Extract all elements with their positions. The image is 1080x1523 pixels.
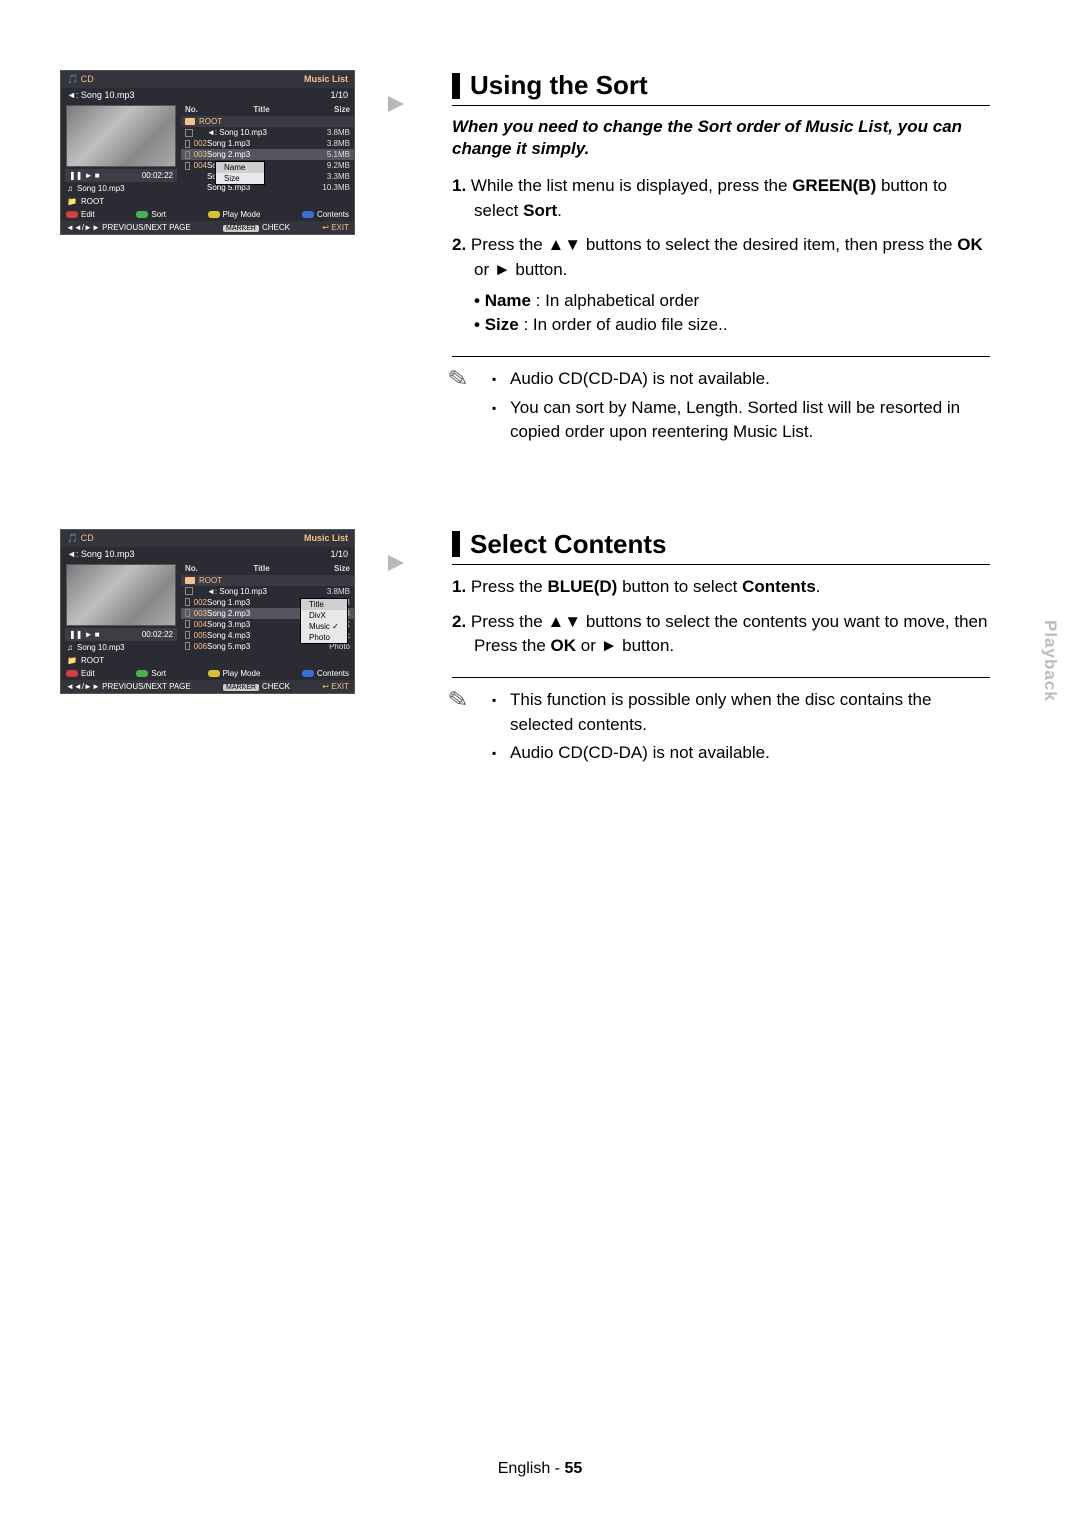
footer-buttons: Edit Sort Play Mode Contents (61, 667, 354, 680)
side-tab-playback: Playback (1040, 620, 1060, 702)
music-list-label: Music List (304, 74, 348, 85)
contents-popup: TitleDivXMusic ✓Photo (300, 598, 348, 644)
root-row: ROOT (181, 116, 354, 127)
track-counter: 1/10 (330, 549, 348, 559)
now-playing: ◄: Song 10.mp3 (67, 549, 134, 559)
footer-nav: ◄◄/►► PREVIOUS/NEXT PAGE MARKERCHECK ↩ E… (61, 221, 354, 234)
sort-popup-name: Name (216, 162, 264, 173)
sort-bullet-size: Size : In order of audio file size.. (496, 313, 990, 338)
contents-popup-item: Title (301, 599, 347, 610)
play-controls: ❚❚ ► ■00:02:22 (65, 628, 177, 641)
sort-note-1: Audio CD(CD-DA) is not available. (492, 367, 990, 392)
list-row: 004Song 3.mp39.2MB (181, 160, 354, 171)
page-footer: English - 55 (0, 1460, 1080, 1478)
contents-screenshot: 🎵 CD Music List ◄: Song 10.mp3 1/10 ❚❚ ►… (60, 529, 355, 694)
contents-popup-item: Music ✓ (301, 621, 347, 632)
section-title-sort: Using the Sort (452, 70, 990, 106)
contents-popup-item: DivX (301, 610, 347, 621)
contents-note-2: Audio CD(CD-DA) is not available. (492, 741, 990, 766)
list-row: 003Song 2.mp35.1MB (181, 149, 354, 160)
pointer-arrow (388, 92, 412, 116)
track-counter: 1/10 (330, 90, 348, 100)
list-header: No. Title Size (181, 562, 354, 575)
section-title-contents: Select Contents (452, 529, 990, 565)
list-row: ◄: Song 10.mp33.8MB (181, 586, 354, 597)
list-row: Song 4.mp33.3MB (181, 171, 354, 182)
left-row-song: ♫Song 10.mp3 (61, 182, 181, 195)
contents-note-1: This function is possible only when the … (492, 688, 990, 737)
album-thumb (66, 105, 176, 167)
disc-label: 🎵 CD (67, 74, 94, 85)
left-row-root: 📁ROOT (61, 654, 181, 667)
list-row: ◄: Song 10.mp33.8MB (181, 127, 354, 138)
contents-popup-item: Photo (301, 632, 347, 643)
footer-nav: ◄◄/►► PREVIOUS/NEXT PAGE MARKERCHECK ↩ E… (61, 680, 354, 693)
sort-popup: Name Size (215, 161, 265, 185)
contents-step-2: 2. Press the ▲▼ buttons to select the co… (452, 610, 990, 659)
sort-screenshot: 🎵 CD Music List ◄: Song 10.mp3 1/10 ❚❚ ►… (60, 70, 355, 235)
pointer-arrow (388, 551, 412, 575)
root-row: ROOT (181, 575, 354, 586)
contents-step-1: 1. Press the BLUE(D) button to select Co… (452, 575, 990, 600)
list-row: Song 5.mp310.3MB (181, 182, 354, 193)
sort-intro: When you need to change the Sort order o… (452, 116, 990, 160)
left-row-root: 📁ROOT (61, 195, 181, 208)
sort-step-2: 2. Press the ▲▼ buttons to select the de… (452, 233, 990, 338)
album-thumb (66, 564, 176, 626)
note-icon: ✎ (446, 365, 485, 450)
play-controls: ❚❚ ► ■00:02:22 (65, 169, 177, 182)
disc-label: 🎵 CD (67, 533, 94, 544)
list-row: 002Song 1.mp33.8MB (181, 138, 354, 149)
sort-bullet-name: Name : In alphabetical order (496, 289, 990, 314)
note-icon: ✎ (446, 686, 485, 771)
sort-step-1: 1. While the list menu is displayed, pre… (452, 174, 990, 223)
left-row-song: ♫Song 10.mp3 (61, 641, 181, 654)
sort-note-2: You can sort by Name, Length. Sorted lis… (492, 396, 990, 445)
now-playing: ◄: Song 10.mp3 (67, 90, 134, 100)
list-header: No. Title Size (181, 103, 354, 116)
music-list-label: Music List (304, 533, 348, 544)
sort-popup-size: Size (216, 173, 264, 184)
footer-buttons: Edit Sort Play Mode Contents (61, 208, 354, 221)
